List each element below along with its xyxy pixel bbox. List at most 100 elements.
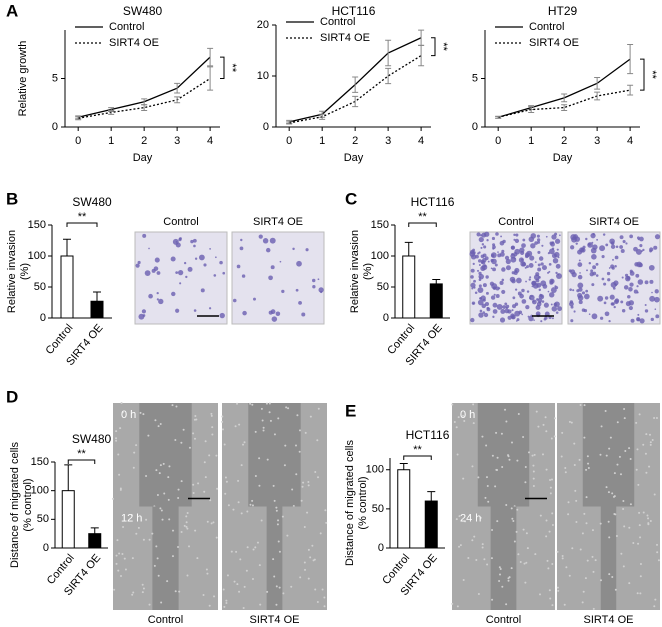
cell <box>483 558 486 561</box>
cell <box>581 601 584 604</box>
cell <box>608 319 611 323</box>
cell <box>620 300 624 304</box>
bar <box>429 283 443 319</box>
cell <box>177 496 180 499</box>
cell <box>639 562 642 565</box>
cell <box>482 283 487 288</box>
cell <box>649 443 652 446</box>
cell <box>290 585 293 588</box>
cell <box>549 292 555 298</box>
cell-sheet <box>616 506 660 610</box>
cell <box>123 557 126 560</box>
y-tick-label: 0 <box>52 121 58 133</box>
cell <box>225 599 228 602</box>
cell <box>591 283 595 287</box>
cell <box>185 525 188 528</box>
cell <box>470 317 475 323</box>
cell <box>648 264 655 271</box>
cell <box>292 504 295 507</box>
cell <box>463 419 466 422</box>
cell <box>296 414 299 417</box>
cell <box>531 454 534 457</box>
cell <box>512 520 515 523</box>
cell <box>571 272 577 278</box>
cell <box>564 471 567 474</box>
cell <box>586 455 589 458</box>
cell <box>270 265 275 270</box>
cell <box>636 318 640 322</box>
cell <box>193 244 196 248</box>
cell <box>537 240 541 244</box>
cell <box>521 313 524 316</box>
cell <box>501 278 505 282</box>
cell <box>569 288 572 291</box>
cell <box>187 266 193 272</box>
error-bar <box>174 96 181 104</box>
cell <box>272 484 275 487</box>
cell <box>570 319 574 323</box>
cell <box>235 550 238 553</box>
cell <box>224 492 227 495</box>
bar <box>90 300 104 319</box>
cell <box>618 455 621 458</box>
cell <box>300 499 303 502</box>
cell <box>529 297 532 300</box>
cell <box>121 411 124 414</box>
error-bar <box>385 39 392 67</box>
cell <box>585 289 589 293</box>
cell <box>132 466 135 469</box>
cell <box>491 236 496 241</box>
cell <box>491 254 495 258</box>
cell-sheet <box>634 403 660 507</box>
cell <box>160 509 163 512</box>
y-tick-label: 0 <box>472 121 478 133</box>
cell <box>275 506 278 509</box>
x-tick-label: 1 <box>319 135 325 147</box>
cell <box>642 511 645 514</box>
cell <box>522 238 526 242</box>
cell <box>528 278 531 281</box>
y-tick-label: 0 <box>378 542 384 554</box>
cell <box>307 577 310 580</box>
cell <box>642 248 645 252</box>
cell <box>518 310 523 315</box>
y-axis-label: (%) <box>19 263 31 280</box>
cell <box>608 447 611 450</box>
cell <box>236 402 239 405</box>
cell <box>281 289 285 294</box>
cell <box>324 509 327 512</box>
cell <box>537 267 542 272</box>
cell <box>622 565 625 568</box>
cell <box>541 300 545 303</box>
cell <box>628 582 631 585</box>
cell <box>492 315 495 318</box>
cell <box>550 241 555 247</box>
cell <box>319 532 322 535</box>
error-bar <box>561 104 568 112</box>
cell <box>653 417 656 420</box>
cell <box>186 527 189 530</box>
cell <box>599 453 602 456</box>
cell <box>568 269 572 273</box>
cell <box>578 300 583 305</box>
cell <box>507 309 512 314</box>
cell <box>172 529 175 532</box>
y-tick-label: 0 <box>43 542 49 554</box>
cell <box>192 483 195 486</box>
cell <box>609 294 615 300</box>
cell <box>517 412 520 415</box>
cell <box>541 244 544 247</box>
cell <box>156 291 159 295</box>
cell <box>156 298 159 301</box>
cell <box>574 489 577 492</box>
cell <box>636 285 639 288</box>
cell <box>521 288 525 293</box>
cell <box>478 259 482 263</box>
cell <box>613 513 616 516</box>
cell <box>490 267 493 270</box>
cell <box>587 467 590 470</box>
x-tick-label: 1 <box>108 135 114 147</box>
cell <box>277 540 280 543</box>
cell <box>575 242 578 245</box>
cell-sheet <box>452 506 491 610</box>
